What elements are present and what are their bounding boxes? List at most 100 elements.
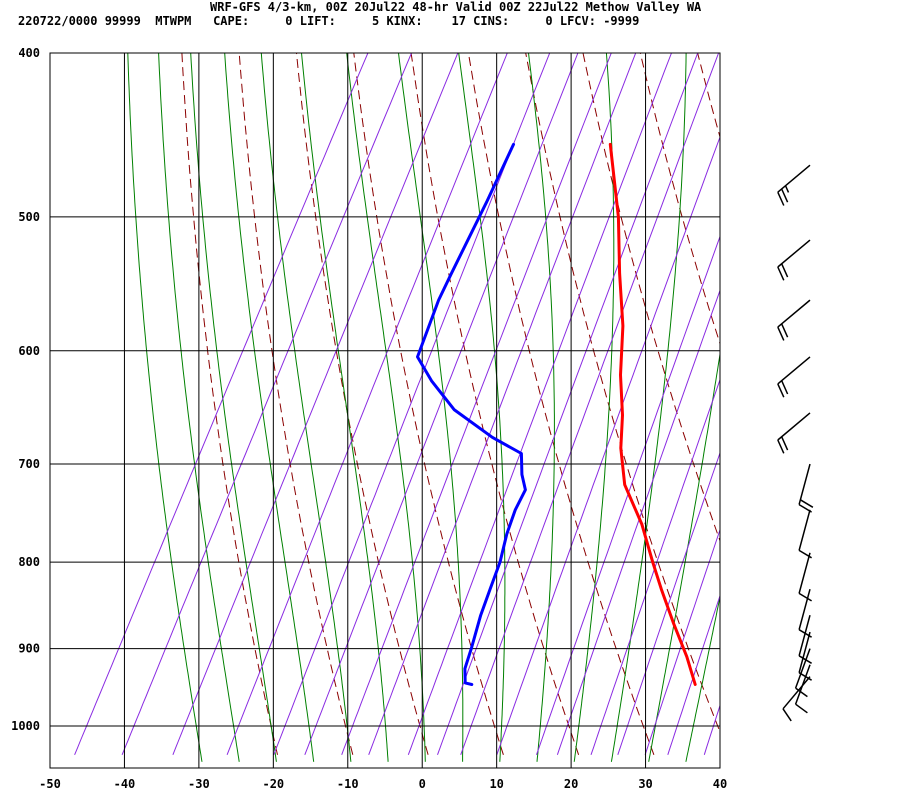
mixing-ratio-line	[172, 53, 459, 755]
moist-adiabat	[158, 53, 240, 762]
barb-flag	[777, 326, 785, 341]
moist-adiabat	[685, 594, 720, 762]
wind-barb	[782, 676, 811, 722]
dewpoint-line	[416, 142, 527, 686]
dry-adiabat	[525, 53, 720, 734]
dry-adiabat	[353, 53, 504, 755]
x-tick-label: -10	[337, 777, 359, 791]
moist-adiabat	[224, 53, 315, 762]
barb-staff	[777, 412, 811, 441]
mixing-ratio-line	[273, 53, 551, 755]
barb-staff	[798, 588, 811, 630]
barb-flag	[777, 266, 785, 281]
barb-half-flag	[784, 185, 790, 193]
x-tick-label: -30	[188, 777, 210, 791]
y-tick-label: 700	[18, 457, 40, 471]
mixing-ratio-line	[368, 53, 637, 755]
barb-staff	[782, 676, 811, 710]
dry-adiabat	[296, 53, 429, 755]
mixing-ratio-line	[556, 289, 720, 755]
barb-staff	[794, 648, 811, 689]
background-lines	[74, 53, 900, 762]
mixing-ratio-line	[703, 703, 720, 755]
barb-staff	[777, 356, 811, 385]
moist-adiabat	[346, 53, 426, 762]
moist-adiabat	[610, 53, 687, 762]
barb-flag	[800, 499, 814, 508]
wind-barbs	[777, 164, 814, 722]
temperature-line	[608, 142, 697, 686]
wind-barb	[794, 648, 811, 698]
x-tick-label: 0	[419, 777, 426, 791]
barb-flag	[781, 323, 789, 338]
y-tick-label: 400	[18, 46, 40, 60]
moist-adiabat	[260, 53, 352, 762]
barb-flag	[781, 436, 789, 451]
moist-adiabat	[458, 53, 506, 762]
y-tick-label: 1000	[11, 719, 40, 733]
dry-adiabat	[870, 53, 900, 755]
barb-staff	[798, 631, 811, 673]
barb-flag	[777, 191, 785, 206]
dry-adiabat	[582, 53, 720, 543]
mixing-ratio-line	[460, 53, 720, 755]
dry-adiabat	[238, 53, 354, 755]
dry-adiabat	[181, 53, 278, 755]
x-tick-label: -50	[39, 777, 61, 791]
moist-adiabat	[528, 53, 555, 762]
dry-adiabat	[697, 53, 720, 139]
wind-barb	[798, 463, 814, 513]
moist-adiabat	[723, 53, 882, 762]
mixing-ratio-line	[536, 235, 720, 755]
grid	[49, 52, 721, 769]
axis-ticks: 400 500 600 700 800 900 1000 -50 -40 -30 -20 -10 0 10…	[11, 46, 727, 791]
mixing-ratio-line	[304, 53, 579, 755]
mixing-ratio-line	[407, 53, 672, 755]
barb-staff	[798, 463, 811, 505]
wind-barb	[777, 239, 811, 281]
x-tick-label: -40	[114, 777, 136, 791]
sounding-indices: 220722/0000 99999 MTWPM CAPE: 0 LIFT: 5 …	[18, 14, 640, 28]
y-tick-label: 600	[18, 344, 40, 358]
x-tick-label: 10	[489, 777, 503, 791]
x-tick-label: 30	[638, 777, 652, 791]
mixing-ratio-line	[74, 53, 369, 755]
dry-adiabat	[755, 53, 900, 755]
barb-flag	[781, 263, 789, 278]
barb-flag	[777, 383, 785, 398]
series-layer	[416, 142, 697, 686]
plot-frame	[49, 52, 721, 769]
barb-staff	[798, 509, 811, 551]
moist-adiabat	[127, 53, 203, 762]
barb-flag	[782, 708, 792, 722]
mixing-ratio-line	[496, 135, 720, 755]
wind-barb	[777, 299, 811, 341]
barb-flag	[798, 592, 812, 602]
dry-adiabat	[410, 53, 580, 755]
mixing-ratio-line	[226, 53, 508, 755]
moist-adiabat	[573, 53, 615, 762]
barb-staff	[777, 164, 811, 193]
mixing-ratio-line	[590, 378, 720, 755]
wind-barb	[777, 356, 811, 398]
barb-staff	[798, 615, 811, 656]
mixing-ratio-line	[437, 53, 699, 755]
barb-staff	[777, 299, 811, 328]
barb-flag	[781, 380, 789, 395]
barb-flag	[781, 188, 789, 203]
barb-staff	[777, 239, 811, 268]
barb-staff	[798, 552, 811, 594]
moist-adiabat	[301, 53, 389, 762]
barb-flag	[777, 439, 785, 454]
x-tick-label: -20	[262, 777, 284, 791]
wind-barb	[798, 509, 812, 559]
mixing-ratio-line	[121, 53, 412, 755]
dry-adiabat	[639, 53, 720, 346]
y-tick-label: 800	[18, 555, 40, 569]
mixing-ratio-line	[617, 451, 720, 755]
moist-adiabat	[648, 350, 720, 762]
barb-flag	[795, 703, 808, 714]
moist-adiabat	[190, 53, 277, 762]
x-tick-label: 40	[713, 777, 727, 791]
